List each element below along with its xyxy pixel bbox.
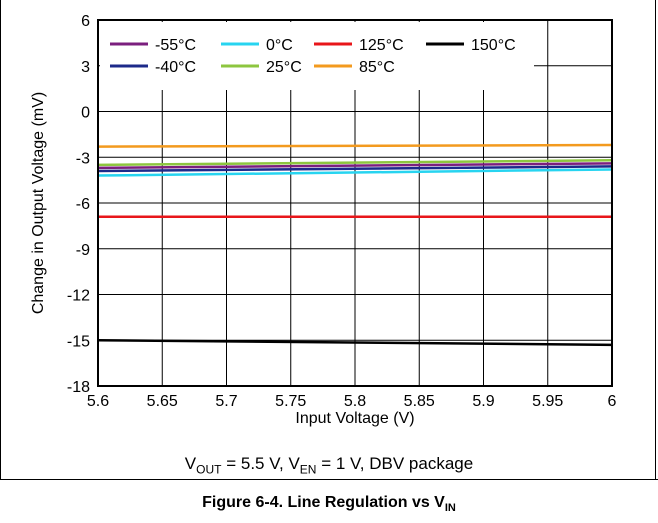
- y-tick-labels: 6 3 0 -3 -6 -9 -12 -15 -18: [67, 13, 90, 396]
- y-axis-label: Change in Output Voltage (mV): [30, 92, 47, 314]
- x-tick-label: 5.65: [147, 393, 178, 410]
- plot-border: [97, 19, 613, 387]
- x-tick-label: 5.75: [275, 393, 306, 410]
- y-tick-label: 0: [81, 105, 90, 122]
- series-line: [97, 168, 613, 177]
- series-line: [97, 165, 613, 173]
- legend-label: -40°C: [155, 59, 196, 76]
- legend-label: 0°C: [266, 37, 293, 54]
- x-tick-labels: 5.6 5.65 5.7 5.75 5.8 5.85 5.9 5.95 6: [87, 393, 617, 410]
- series-line: [97, 339, 613, 347]
- legend-label: -55°C: [155, 37, 196, 54]
- figure-frame: [0, 0, 656, 480]
- y-tick-label: -18: [67, 379, 90, 396]
- x-tick-label: 5.8: [344, 393, 366, 410]
- x-tick-label: 5.7: [215, 393, 237, 410]
- y-tick-label: -9: [76, 242, 90, 259]
- line-chart: -55°C 0°C 125°C 150°C-40°C 25°C 85°C 5.6 5.65 5…: [30, 13, 617, 427]
- vout-symbol: V: [184, 454, 197, 473]
- x-tick-label: 5.9: [472, 393, 494, 410]
- legend-box: [100, 22, 534, 90]
- y-tick-label: 6: [81, 13, 90, 30]
- figure-frame-bottom: [0, 479, 658, 480]
- vout-subscript: OUT: [196, 462, 222, 477]
- series-lines: [97, 143, 613, 347]
- series-line: [97, 143, 613, 148]
- x-tick-label: 5.85: [404, 393, 435, 410]
- ven-value: = 1 V, DBV package: [316, 454, 474, 473]
- caption-subscript: IN: [444, 502, 456, 515]
- test-conditions: VOUT = 5.5 V, VEN = 1 V, DBV package: [0, 454, 658, 476]
- figure-caption: Figure 6-4. Line Regulation vs VIN: [0, 494, 658, 514]
- legend: -55°C 0°C 125°C 150°C -40°C 25°C 85°C: [100, 22, 534, 90]
- caption-text: Figure 6-4. Line Regulation vs V: [202, 494, 445, 511]
- y-tick-label: 3: [81, 59, 90, 76]
- x-tick-label: 6: [608, 393, 617, 410]
- vout-value: = 5.5 V,: [221, 454, 289, 473]
- y-tick-label: -15: [67, 333, 90, 350]
- ven-symbol: V: [288, 454, 300, 473]
- series-line: [97, 159, 613, 167]
- series-line: [97, 162, 613, 170]
- x-axis-label: Input Voltage (V): [295, 410, 414, 427]
- x-tick-label: 5.6: [87, 393, 109, 410]
- legend-label: 85°C: [359, 59, 395, 76]
- legend-label: 125°C: [359, 37, 404, 54]
- x-tick-label: 5.95: [532, 393, 563, 410]
- ven-subscript: EN: [299, 462, 317, 477]
- y-tick-label: -3: [76, 150, 90, 167]
- y-tick-label: -12: [67, 288, 90, 305]
- legend-label: 150°C: [471, 37, 516, 54]
- legend-label: 25°C: [266, 59, 302, 76]
- y-tick-label: -6: [76, 196, 90, 213]
